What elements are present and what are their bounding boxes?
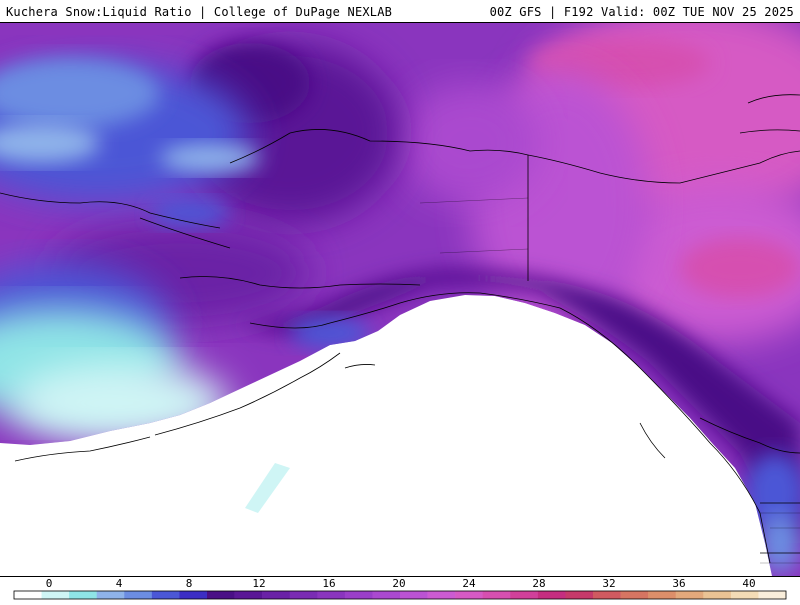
colorbar-swatch <box>372 591 401 599</box>
snow-ratio-map <box>0 23 800 576</box>
colorbar-swatch <box>400 591 428 599</box>
state-borders <box>419 197 800 564</box>
colorbar-swatch <box>69 591 98 599</box>
colorbar-swatch <box>317 591 346 599</box>
product-title: Kuchera Snow:Liquid Ratio | College of D… <box>6 5 393 19</box>
coastlines <box>0 94 800 564</box>
colorbar-swatch <box>593 591 621 599</box>
colorbar-swatch <box>427 591 456 599</box>
colorbar-tick-label: 4 <box>116 577 123 590</box>
cyan-ocean-patch <box>245 463 290 513</box>
colorbar-swatch <box>620 591 649 599</box>
colorbar-swatch <box>262 591 291 599</box>
colorbar-tick-label: 36 <box>672 577 685 590</box>
colorbar-legend: 0 4 8 12 16 20 24 28 32 36 40 <box>0 576 800 601</box>
model-run-label: 00Z GFS | F192 Valid: 00Z TUE NOV 25 202… <box>489 5 794 19</box>
colorbar-swatch <box>41 591 70 599</box>
colorbar-swatch <box>124 591 153 599</box>
colorbar-swatch <box>344 591 373 599</box>
colorbar-tick-label: 16 <box>322 577 335 590</box>
colorbar-swatch <box>730 591 759 599</box>
colorbar-swatch <box>565 591 594 599</box>
map-panel <box>0 22 800 576</box>
colorbar-frame <box>13 590 787 600</box>
colorbar-swatch <box>648 591 677 599</box>
colorbar-swatch <box>510 591 539 599</box>
colorbar-tick-label: 28 <box>532 577 545 590</box>
colorbar-swatch <box>207 591 235 599</box>
colorbar-swatch <box>14 591 42 599</box>
colorbar-tick-label: 0 <box>46 577 53 590</box>
colorbar-swatch <box>289 591 318 599</box>
colorbar-tick-label: 40 <box>742 577 755 590</box>
colorbar-swatch <box>234 591 263 599</box>
colorbar-tick-label: 20 <box>392 577 405 590</box>
colorbar-swatches <box>13 590 787 600</box>
colorbar-swatch <box>455 591 484 599</box>
colorbar-tick-labels: 0 4 8 12 16 20 24 28 32 36 40 <box>46 577 756 590</box>
colorbar-tick-label: 24 <box>462 577 476 590</box>
colorbar-tick-label: 32 <box>602 577 615 590</box>
colorbar-swatch <box>96 591 125 599</box>
colorbar-swatch <box>758 591 787 599</box>
snow-ratio-field <box>0 23 800 576</box>
colorbar-swatch <box>179 591 208 599</box>
colorbar-swatch <box>537 591 566 599</box>
colorbar-tick-label: 12 <box>252 577 265 590</box>
colorbar-tick-label: 8 <box>186 577 193 590</box>
colorbar-swatch <box>675 591 704 599</box>
colorbar-svg: 0 4 8 12 16 20 24 28 32 36 40 <box>13 577 787 600</box>
header-bar: Kuchera Snow:Liquid Ratio | College of D… <box>0 0 800 22</box>
colorbar-swatch <box>703 591 732 599</box>
colorbar-swatch <box>151 591 180 599</box>
colorbar-swatch <box>482 591 511 599</box>
